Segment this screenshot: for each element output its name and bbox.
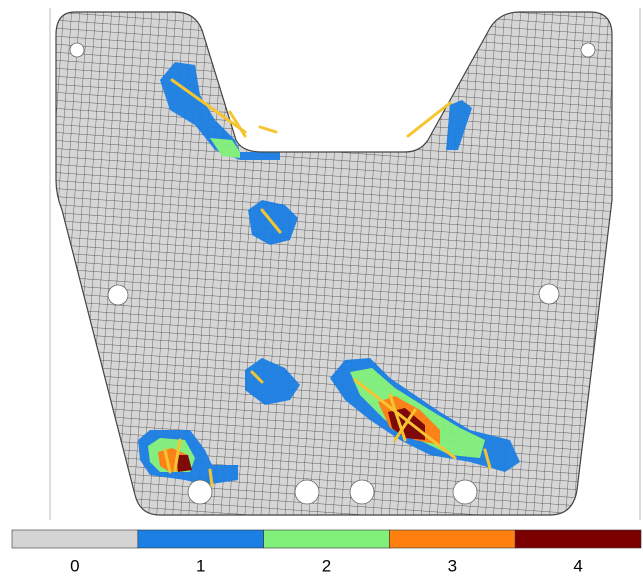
colorbar-label: 0 (70, 556, 79, 575)
colorbar: 0 1 2 3 4 (12, 530, 641, 575)
colorbar-segment (12, 530, 138, 548)
colorbar-label: 1 (196, 556, 205, 575)
colorbar-label: 2 (322, 556, 331, 575)
colorbar-segment (389, 530, 515, 548)
colorbar-segment (264, 530, 390, 548)
colorbar-segment (515, 530, 641, 548)
colorbar-label: 3 (448, 556, 457, 575)
fem-screenshot: 0 1 2 3 4 (0, 0, 643, 580)
colorbar-label: 4 (573, 556, 582, 575)
colorbar-segment (138, 530, 264, 548)
mesh (50, 5, 620, 520)
